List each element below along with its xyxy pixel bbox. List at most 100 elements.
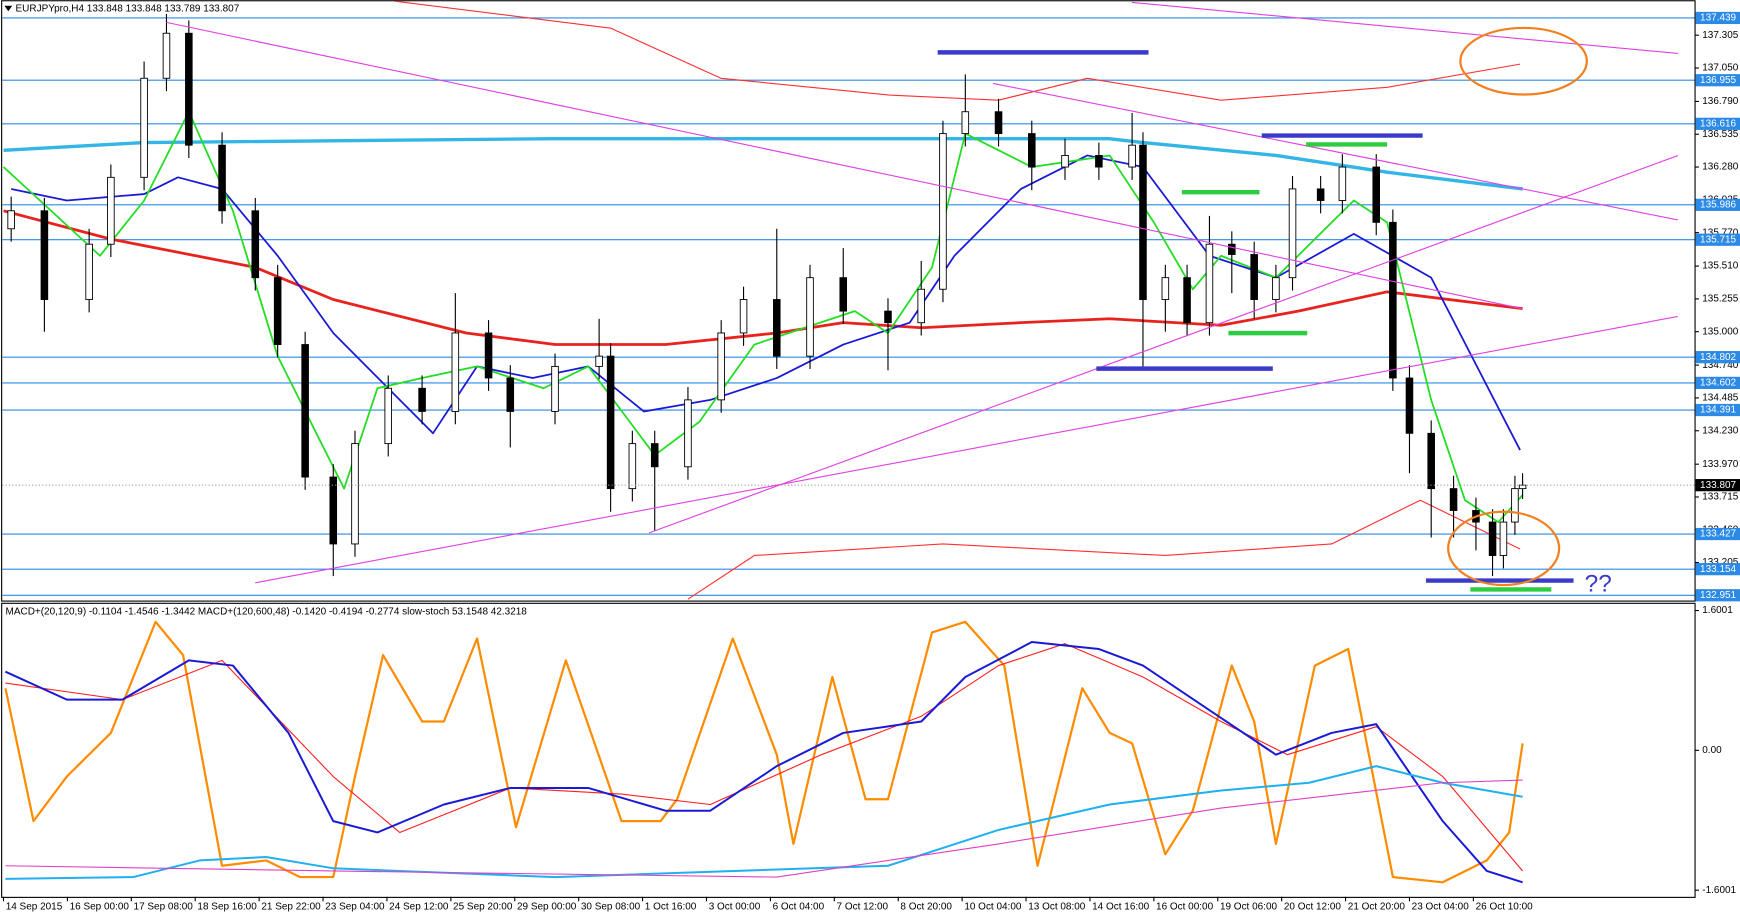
candle-body (1205, 243, 1214, 324)
x-tick-label: 30 Sep 08:00 (581, 901, 641, 912)
candle-body (484, 332, 493, 379)
candle-body (107, 176, 115, 245)
candle-body (1250, 254, 1258, 300)
candle-body (739, 299, 748, 334)
trend-line (648, 155, 1679, 534)
series-line (11, 154, 1521, 451)
candle-body (251, 210, 260, 279)
candle-body (162, 32, 171, 79)
candle-body (1061, 155, 1069, 168)
candle-body (1449, 488, 1458, 511)
x-tick-label: 7 Oct 12:00 (837, 901, 889, 912)
level-label-box (1695, 589, 1740, 602)
series-line (5, 641, 1523, 884)
level-label: 134.802 (1700, 352, 1736, 363)
price-plot (2, 1, 1695, 600)
price-panel (1, 0, 1696, 602)
y-tick-label: 135.770 (1702, 227, 1738, 238)
candle-body (917, 288, 925, 324)
candle-body (1161, 277, 1170, 300)
candle-body (40, 210, 49, 300)
candle-body (595, 355, 603, 367)
x-tick-label: 26 Oct 10:00 (1476, 901, 1534, 912)
candle-body (606, 355, 615, 490)
x-tick-label: 23 Sep 04:00 (325, 901, 385, 912)
candle-body (1139, 144, 1147, 300)
candle-body (1488, 521, 1497, 556)
x-tick-label: 14 Oct 16:00 (1092, 901, 1150, 912)
candle-body (1338, 166, 1347, 201)
x-tick-label: 10 Oct 04:00 (964, 901, 1022, 912)
indicator-axis: 1.6001 0.00 -1.6001 (1694, 605, 1737, 896)
y-tick-label: 133.970 (1702, 459, 1738, 470)
x-tick-label: 13 Oct 08:00 (1028, 901, 1086, 912)
candle-body (1511, 488, 1519, 523)
x-tick-label: 14 Sep 2015 (6, 901, 63, 912)
y-tick-label: 136.790 (1702, 96, 1738, 107)
candle-body (1183, 277, 1191, 324)
candle-body (1028, 133, 1036, 168)
level-label: 137.439 (1700, 13, 1736, 24)
menu-arrow[interactable] (4, 5, 13, 12)
highlight-ellipse (1447, 510, 1561, 587)
time-axis: 14 Sep 2015 16 Sep 00:00 17 Sep 08:00 18 Se… (2, 896, 1534, 912)
level-label: 135.715 (1700, 234, 1736, 245)
x-tick-label: 16 Sep 00:00 (70, 901, 130, 912)
x-tick-label: 24 Sep 12:00 (389, 901, 449, 912)
y-tick-label: 1.6001 (1702, 605, 1733, 616)
candle-body (628, 443, 637, 490)
level-label-box (1695, 403, 1740, 417)
y-tick-label: 136.535 (1702, 129, 1738, 140)
series-line (5, 779, 1523, 878)
series-line (5, 765, 1523, 880)
level-label: 136.616 (1700, 118, 1736, 129)
level-label-box (1695, 11, 1740, 25)
x-tick-label: 1 Oct 16:00 (645, 901, 697, 912)
indicator-plot (4, 620, 1524, 884)
level-label: 136.955 (1700, 75, 1736, 86)
x-tick-label: 21 Oct 20:00 (1348, 901, 1406, 912)
candle-body (650, 443, 659, 468)
y-tick-label: 133.205 (1702, 557, 1738, 568)
level-label-box (1695, 198, 1740, 211)
y-tick-label: 0.00 (1702, 745, 1722, 756)
x-tick-label: 19 Oct 06:00 (1220, 901, 1278, 912)
trend-line (255, 315, 1678, 584)
candle-body (140, 77, 148, 178)
candle-body (329, 476, 338, 545)
price-axis: 137.305137.050136.790136.535136.280136.0… (1694, 11, 1740, 602)
level-label: 134.602 (1700, 378, 1736, 389)
x-tick-label: 18 Sep 16:00 (197, 901, 257, 912)
level-label-box (1695, 74, 1740, 87)
candle-body (1095, 155, 1103, 168)
y-tick-label: 137.305 (1702, 30, 1738, 41)
level-label-box (1695, 351, 1740, 364)
x-tick-label: 21 Sep 22:00 (261, 901, 321, 912)
series-line (3, 137, 1523, 191)
candle-body (185, 32, 193, 146)
level-label-box (1695, 376, 1740, 389)
x-tick-label: 23 Oct 04:00 (1412, 901, 1470, 912)
indicator-title: MACD+(20,120,9) -0.1104 -1.4546 -1.3442 … (6, 606, 528, 617)
level-label: 134.391 (1700, 405, 1736, 416)
candle-body (1372, 166, 1381, 223)
y-tick-label: 137.050 (1702, 63, 1738, 74)
candle-body (273, 277, 282, 345)
y-tick-label: 135.000 (1702, 326, 1738, 337)
x-tick-label: 20 Oct 12:00 (1284, 901, 1342, 912)
candle-body (351, 443, 359, 545)
level-label: 133.427 (1700, 529, 1736, 540)
series-line (5, 643, 1524, 872)
x-tick-label: 16 Oct 00:00 (1156, 901, 1214, 912)
candle-body (1228, 243, 1236, 255)
level-label: 135.986 (1700, 199, 1736, 210)
candle-body (1389, 221, 1397, 379)
candle-body (1128, 144, 1136, 168)
candle-body (939, 133, 947, 290)
x-tick-label: 17 Sep 08:00 (134, 901, 194, 912)
level-label-box (1695, 527, 1740, 541)
highlight-ellipse (1459, 26, 1588, 96)
candle-body (884, 310, 892, 324)
series-line (687, 499, 1521, 600)
